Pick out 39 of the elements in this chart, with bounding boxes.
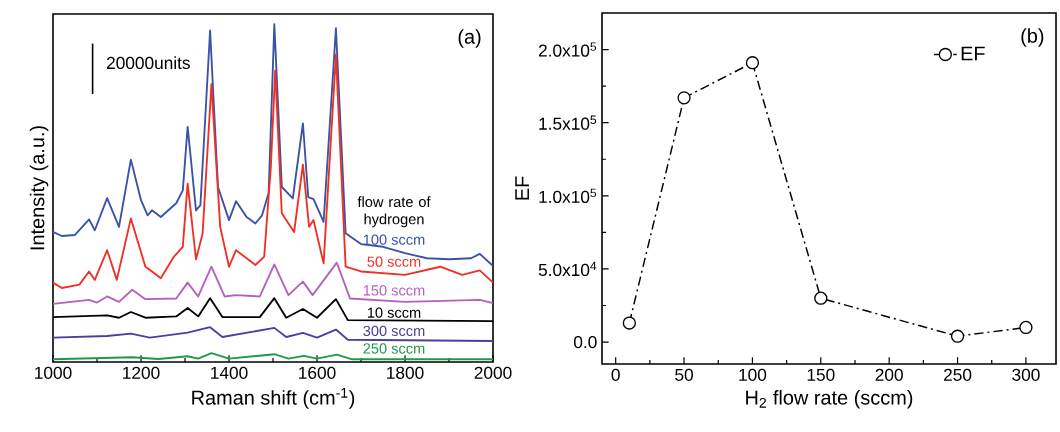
series-label: 250 sccm: [363, 343, 425, 354]
point: [677, 91, 691, 105]
series-label: 50 sccm: [367, 256, 421, 267]
point: [745, 56, 760, 70]
x-tick-label: 150: [807, 368, 835, 381]
x-tick-label: 1000: [35, 366, 72, 379]
x-axis-title: H$_{2}$ flow rate (sccm): [746, 390, 913, 409]
y-tick-label: 0.0: [573, 335, 597, 349]
y-tick-label: 5.0x10$^{4}$: [538, 261, 597, 277]
x-tick-label: 1800: [387, 366, 424, 379]
annotation: (b): [1021, 28, 1044, 47]
x-tick-label: 1400: [211, 366, 248, 379]
point: [1019, 320, 1033, 335]
x-tick-label: 2000: [474, 366, 512, 379]
x-tick-label: 50: [675, 368, 693, 381]
annotation: 20000units: [106, 56, 190, 70]
series-label: 300 sccm: [363, 325, 425, 337]
series-label: 10 sccm: [367, 307, 421, 318]
x-tick-label: 300: [1012, 368, 1040, 381]
y-tick-label: 1.5x10$^{5}$: [539, 115, 597, 130]
point: [950, 329, 965, 343]
series-label: 100 sccm: [363, 234, 425, 245]
x-tick-label: 0: [611, 368, 620, 381]
annotation: (a): [458, 29, 481, 48]
x-tick-label: 250: [944, 368, 972, 381]
x-axis-title: Raman shift (cm$^{-1}$): [192, 388, 355, 409]
x-tick-label: 200: [875, 368, 903, 381]
point: [814, 291, 828, 305]
y-tick-label: 1.0x10$^{5}$: [539, 188, 597, 203]
x-tick-label: 1600: [299, 366, 336, 379]
point: [622, 316, 636, 330]
x-tick-label: 100: [739, 368, 767, 381]
y-tick-label: 2.0x10$^{5}$: [538, 42, 597, 57]
series-label: 150 sccm: [363, 285, 425, 296]
legend-label: EF: [961, 46, 985, 61]
x-tick-label: 1200: [123, 366, 160, 379]
y-axis-title: Intensity (a.u.): [29, 126, 49, 250]
y-axis-title: EF: [515, 176, 529, 200]
legend-title: flow rate of hydrogen: [357, 196, 431, 228]
